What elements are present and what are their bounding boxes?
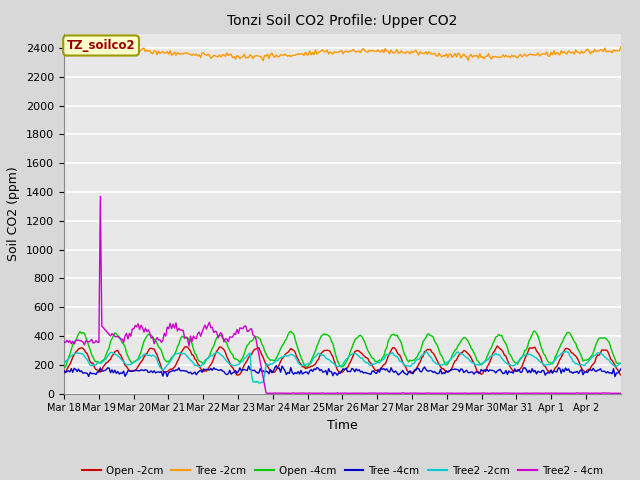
Y-axis label: Soil CO2 (ppm): Soil CO2 (ppm): [8, 166, 20, 261]
Legend: Open -2cm, Tree -2cm, Open -4cm, Tree -4cm, Tree2 -2cm, Tree2 - 4cm: Open -2cm, Tree -2cm, Open -4cm, Tree -4…: [77, 462, 607, 480]
Title: Tonzi Soil CO2 Profile: Upper CO2: Tonzi Soil CO2 Profile: Upper CO2: [227, 14, 458, 28]
X-axis label: Time: Time: [327, 419, 358, 432]
Text: TZ_soilco2: TZ_soilco2: [67, 39, 136, 52]
